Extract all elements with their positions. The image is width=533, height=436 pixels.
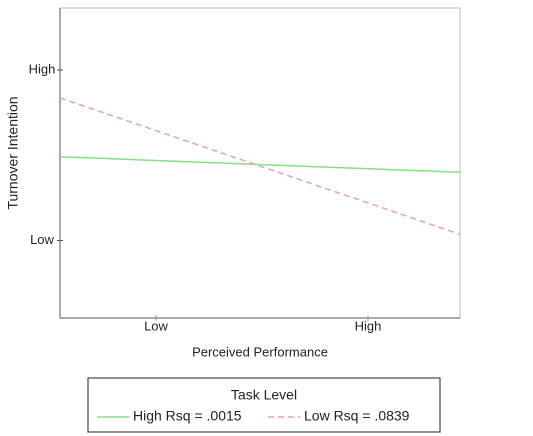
x-axis-title: Perceived Performance <box>192 344 328 359</box>
y-axis-title: Turnover Intention <box>5 96 21 209</box>
legend-title: Task Level <box>231 387 297 403</box>
y-tick-label: High <box>29 61 56 76</box>
y-tick-label: Low <box>30 232 54 247</box>
legend-label: High Rsq = .0015 <box>133 408 242 424</box>
series-line <box>59 156 461 174</box>
plot-frame <box>59 7 461 319</box>
legend-box <box>87 377 441 433</box>
legend-label: Low Rsq = .0839 <box>304 408 410 424</box>
series-line <box>59 97 461 236</box>
x-tick-label: High <box>355 318 382 333</box>
x-tick-label: Low <box>144 318 168 333</box>
